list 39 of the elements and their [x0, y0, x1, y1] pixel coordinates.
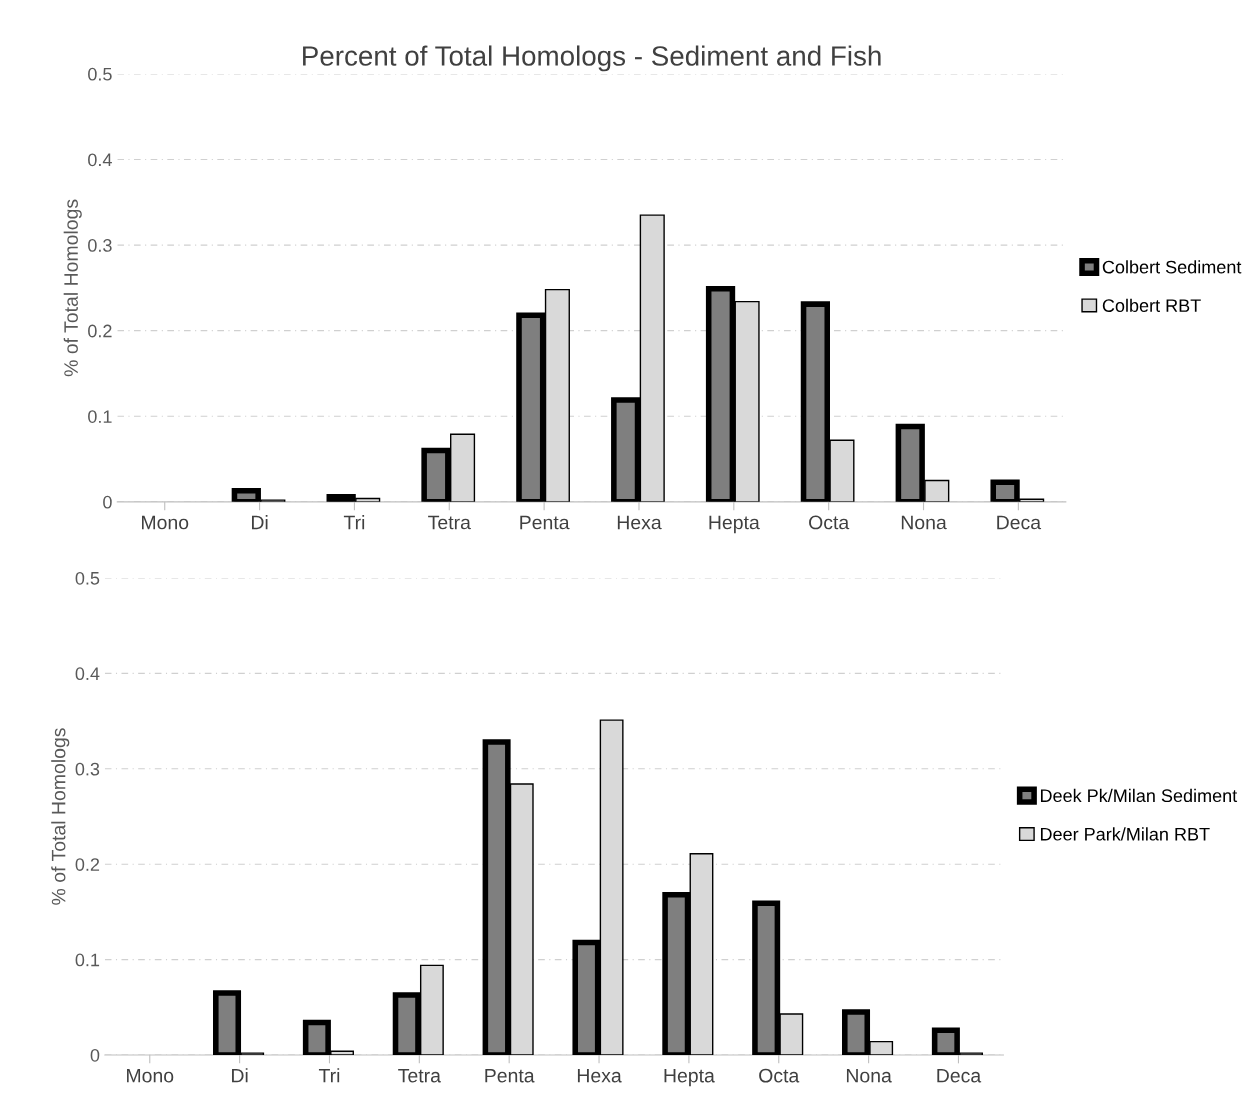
legend-label: Colbert RBT: [1102, 298, 1201, 312]
y-tick-label: 0.3: [88, 239, 112, 252]
legend-label: Colbert Sediment: [1102, 260, 1242, 274]
x-tick-label: Di: [252, 515, 268, 530]
y-tick-label: 0.5: [88, 67, 112, 81]
x-tick-label: Octa: [759, 1068, 800, 1083]
x-tick-label: Nona: [901, 515, 947, 530]
x-tick-label: Nona: [846, 1068, 892, 1083]
chart-title: Percent of Total Homologs - Sediment and Fish: [303, 45, 881, 72]
y-tick-label: 0.1: [88, 410, 112, 423]
y-tick-label: 0.3: [75, 762, 100, 776]
x-tick-label: Deca: [997, 515, 1042, 530]
x-tick-label: Tetra: [428, 515, 471, 530]
x-tick-label: Octa: [809, 515, 850, 530]
x-tick-label: Hexa: [617, 515, 662, 530]
y-tick-label: 0.2: [88, 324, 112, 338]
x-tick-label: Tri: [343, 515, 365, 530]
y-tick-label: 0.2: [75, 858, 100, 871]
legend-label: Deek Pk/Milan Sediment: [1040, 788, 1238, 803]
x-tick-label: Di: [232, 1068, 248, 1083]
x-tick-label: Penta: [485, 1068, 535, 1083]
y-tick-label: 0.4: [88, 153, 112, 167]
x-tick-label: Mono: [142, 515, 189, 530]
y-tick-label: 0.5: [75, 571, 100, 585]
y-axis-title: % of Total Homologs: [51, 728, 70, 905]
y-tick-label: 0: [103, 495, 112, 509]
legend-label: Deer Park/Milan RBT: [1040, 827, 1210, 841]
x-tick-label: Hepta: [709, 515, 760, 534]
y-tick-label: 0.4: [75, 667, 100, 681]
x-tick-label: Tri: [318, 1068, 340, 1083]
x-tick-label: Mono: [127, 1068, 174, 1083]
x-tick-label: Penta: [520, 515, 570, 530]
y-axis-title: % of Total Homologs: [63, 199, 82, 377]
y-tick-label: 0.1: [75, 953, 100, 967]
y-tick-label: 0: [90, 1048, 100, 1062]
x-tick-label: Hepta: [664, 1068, 715, 1087]
x-tick-label: Hexa: [577, 1068, 622, 1083]
x-tick-label: Tetra: [398, 1068, 441, 1083]
x-tick-label: Deca: [937, 1068, 982, 1083]
